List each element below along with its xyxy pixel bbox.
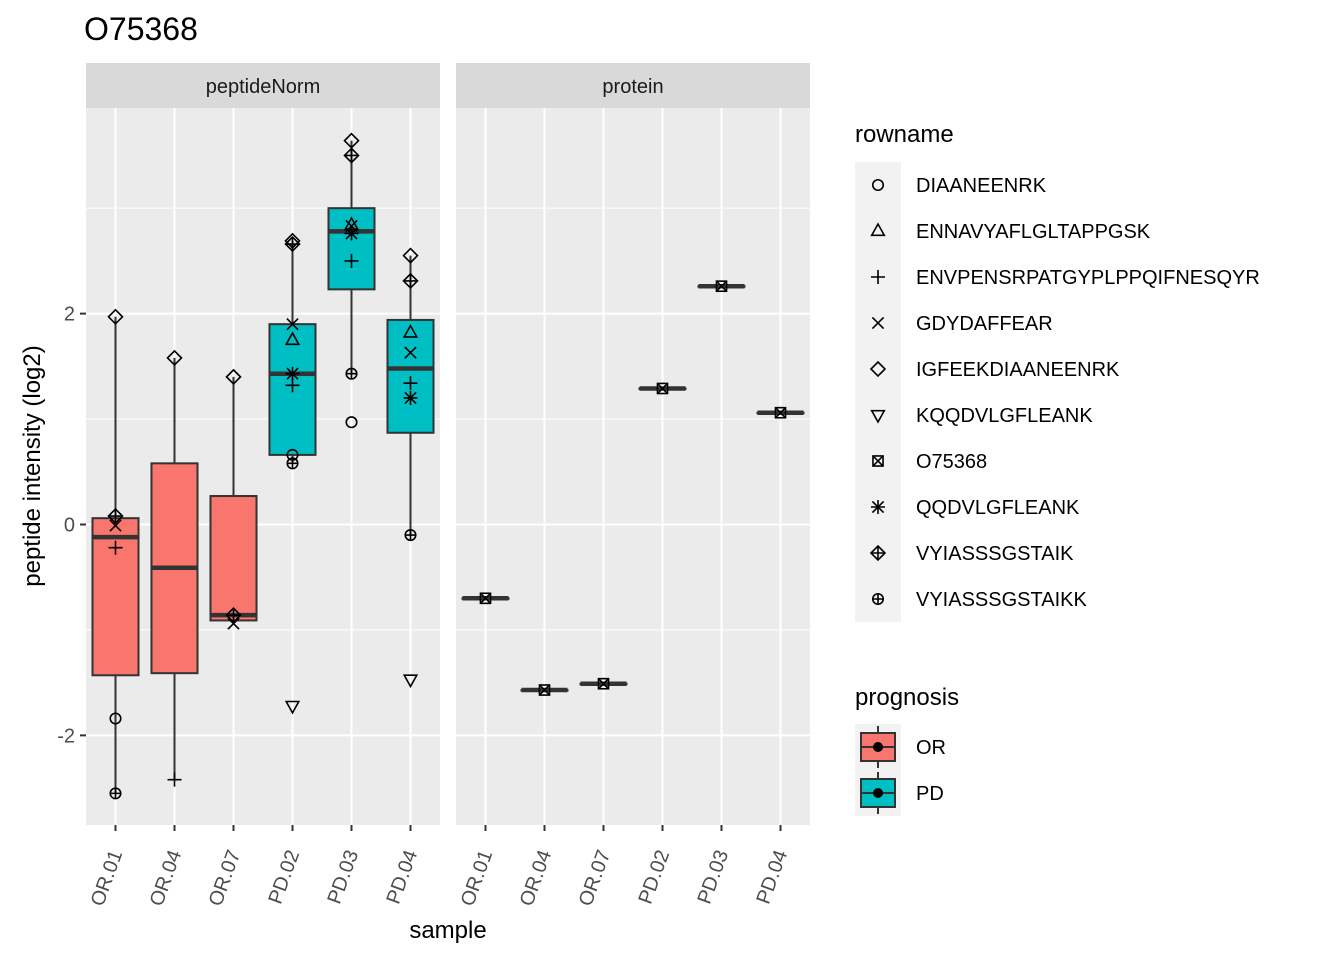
legend-key-PD <box>860 772 896 814</box>
legend-key-plus <box>871 270 885 284</box>
point-square-cross <box>597 677 610 690</box>
point-plus <box>403 376 418 391</box>
point-diamond <box>107 308 124 325</box>
legend-label: O75368 <box>916 451 987 473</box>
point-diamond-plus <box>225 607 242 624</box>
x-tick-label: PD.04 <box>383 847 423 907</box>
legend-label: QQDVLGFLEANK <box>916 497 1080 519</box>
point-diamond-plus <box>343 147 360 164</box>
facet-strip-label: peptideNorm <box>206 76 321 98</box>
chart-title: O75368 <box>84 11 198 47</box>
legend-title-prognosis: prognosis <box>855 684 959 711</box>
point-asterisk <box>344 226 359 241</box>
point-triangle-down <box>402 674 419 689</box>
point-circle-plus <box>109 787 122 800</box>
point-cross <box>227 617 240 630</box>
x-tick-label: PD.04 <box>753 847 793 907</box>
point-circle <box>345 416 358 429</box>
legend-key-square-cross <box>872 455 884 467</box>
point-diamond-plus <box>402 272 419 290</box>
point-diamond <box>225 368 242 386</box>
point-cross <box>109 519 122 532</box>
point-square-cross <box>538 684 551 696</box>
point-circle-plus <box>286 457 299 470</box>
point-diamond <box>402 247 419 264</box>
point-circle-plus <box>404 528 417 542</box>
legend-key-OR <box>860 726 896 768</box>
point-triangle-down <box>284 700 301 715</box>
point-triangle <box>284 331 301 346</box>
legend-label: OR <box>916 737 946 759</box>
x-tick-label: PD.03 <box>694 847 734 907</box>
point-cross <box>404 346 417 359</box>
facet-strip <box>86 63 440 108</box>
point-plus <box>167 772 182 787</box>
legends: rowname DIAANEENRK ENNAVYAFLGLTAPPGSK ENVPE… <box>855 121 1260 816</box>
x-tick-label: PD.02 <box>265 847 305 907</box>
legend-label: ENNAVYAFLGLTAPPGSK <box>916 221 1151 243</box>
legend-label: VYIASSSGSTAIKK <box>916 589 1087 611</box>
point-square-cross <box>774 406 787 419</box>
facet-strip-label: protein <box>602 76 663 98</box>
legend-label: GDYDAFFEAR <box>916 313 1053 335</box>
facet-panels: peptideNorm OR.01 OR.04 OR.07 PD.02 PD.03 PD.0… <box>57 63 810 909</box>
legend-key-diamond <box>869 360 887 378</box>
x-tick-label: OR.07 <box>205 847 245 909</box>
x-tick-label: PD.03 <box>324 847 364 907</box>
box-iqr <box>386 318 435 434</box>
x-tick-label: PD.02 <box>635 847 675 907</box>
point-circle <box>109 712 122 725</box>
point-diamond-plus <box>284 235 301 253</box>
x-tick-label: OR.07 <box>575 847 615 909</box>
legend-label: ENVPENSRPATGYPLPPQIFNESQYR <box>916 267 1260 289</box>
box-OR.04 <box>150 357 199 780</box>
legend-label: VYIASSSGSTAIK <box>916 543 1074 565</box>
legend-label: PD <box>916 783 944 805</box>
legend-label: IGFEEKDIAANEENRK <box>916 359 1120 381</box>
facet-panel-0: peptideNorm OR.01 OR.04 OR.07 PD.02 PD.03 PD.0… <box>86 63 440 909</box>
legend-label: KQQDVLGFLEANK <box>916 405 1093 427</box>
box-iqr <box>209 495 258 622</box>
y-tick-label: 2 <box>64 304 75 326</box>
point-circle-plus <box>345 367 358 380</box>
x-tick-label: OR.04 <box>516 847 556 909</box>
legend-key-circle-plus <box>871 592 885 606</box>
x-tick-label: OR.01 <box>87 847 127 909</box>
y-tick-label: 0 <box>64 514 75 536</box>
x-axis-title: sample <box>409 917 486 944</box>
legend-key-diamond-plus <box>869 544 887 562</box>
point-square-cross <box>715 280 728 293</box>
point-plus <box>344 253 359 268</box>
legend-title-rowname: rowname <box>855 121 954 148</box>
legend-key-cross <box>871 316 885 330</box>
y-tick-label: -2 <box>57 725 75 747</box>
point-plus <box>108 540 123 555</box>
x-tick-label: OR.01 <box>457 847 497 909</box>
box-PD.03 <box>327 140 376 374</box>
facet-strip <box>456 63 810 108</box>
point-diamond <box>166 349 183 367</box>
point-cross <box>286 317 299 331</box>
point-triangle <box>402 323 419 338</box>
point-asterisk <box>285 366 300 381</box>
legend-key-triangle <box>870 222 886 237</box>
box-OR.07 <box>209 376 258 624</box>
point-square-cross <box>479 592 492 605</box>
box-iqr <box>327 207 376 291</box>
panel-background <box>456 108 810 825</box>
x-tick-label: OR.04 <box>146 847 186 909</box>
legend-key-circle <box>871 178 885 192</box>
legend-key-asterisk <box>871 500 885 514</box>
y-axis-title: peptide intensity (log2) <box>19 345 46 586</box>
facet-panel-1: protein OR.01 OR.04 OR.07 PD.02 PD.03 PD.04 <box>456 63 810 909</box>
point-square-cross <box>656 382 669 395</box>
legend-key-triangle-down <box>870 409 886 424</box>
panel-background <box>86 108 440 825</box>
box-PD.04 <box>386 255 435 536</box>
legend-label: DIAANEENRK <box>916 175 1047 197</box>
point-asterisk <box>403 390 418 405</box>
point-diamond-plus <box>107 507 124 525</box>
